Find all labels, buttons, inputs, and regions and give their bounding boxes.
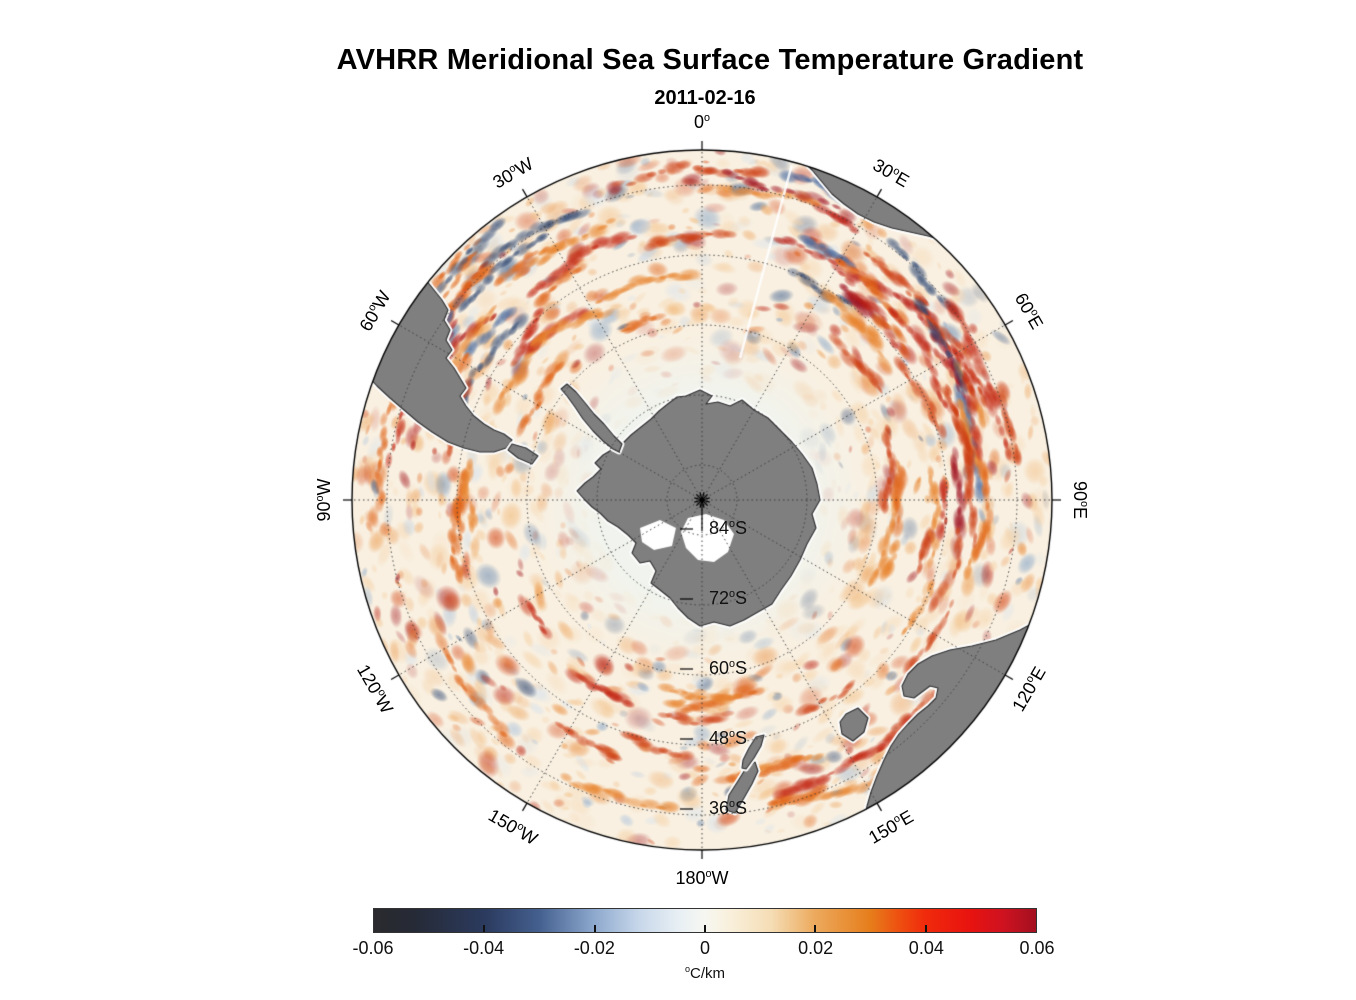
- colorbar-unit-label: oC/km: [684, 964, 726, 982]
- latitude-label-84s: 84oS: [709, 518, 748, 538]
- colorbar-tick--0.02: [593, 925, 596, 932]
- colorbar-tick--0.04: [483, 925, 486, 932]
- colorbar-tick-label-0: 0: [699, 938, 711, 958]
- latitude-label-36s: 36oS: [709, 798, 748, 818]
- meridian-label-0: 0o: [693, 112, 711, 132]
- colorbar-tick-0: [704, 925, 706, 932]
- meridian-label-90w: 90oW: [314, 478, 334, 522]
- latitude-label-48s: 48oS: [709, 728, 748, 748]
- colorbar: [373, 908, 1037, 933]
- colorbar-tick-label-006: 0.06: [1019, 938, 1055, 958]
- latitude-label-60s: 60oS: [709, 658, 748, 678]
- colorbar-tick-label-004: -0.04: [463, 938, 505, 958]
- colorbar-tick-label-006: -0.06: [352, 938, 394, 958]
- colorbar-tick-label-002: -0.02: [573, 938, 615, 958]
- latitude-label-72s: 72oS: [709, 588, 748, 608]
- meridian-label-90e: 90oE: [1070, 480, 1090, 520]
- colorbar-tick-label-002: 0.02: [798, 938, 834, 958]
- colorbar-tick-label-004: 0.04: [908, 938, 944, 958]
- meridian-label-180w: 180oW: [675, 868, 729, 888]
- colorbar-tick-0.02: [814, 925, 817, 932]
- colorbar-tick-0.04: [924, 925, 927, 932]
